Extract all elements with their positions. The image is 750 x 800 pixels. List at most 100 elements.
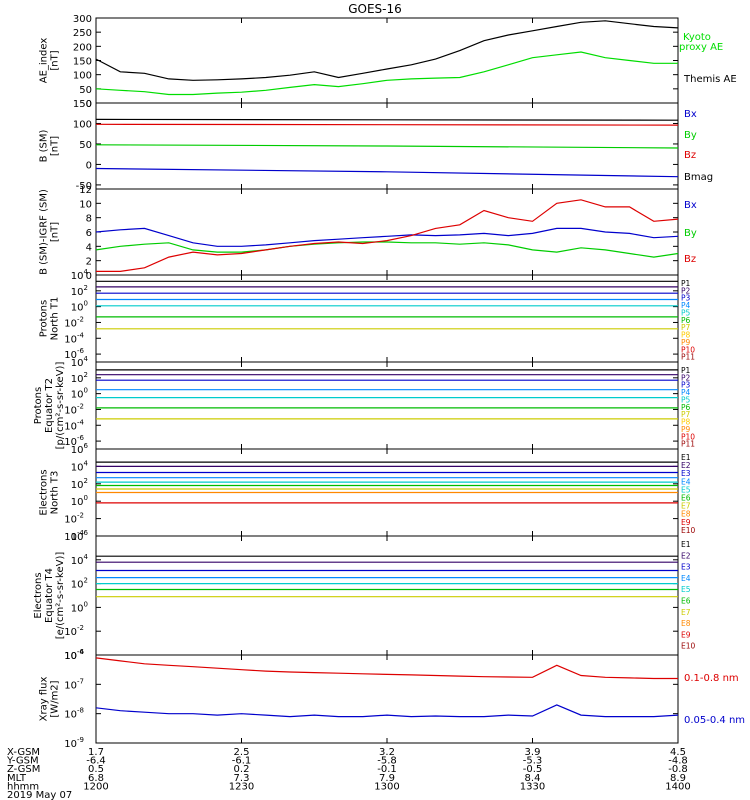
y-tick-label: 104: [71, 459, 89, 473]
legend-entry: Bx: [684, 200, 697, 211]
legend-entry: P2: [681, 373, 691, 382]
x-row-value: -0.8: [668, 764, 688, 775]
y-tick-label: 100: [73, 71, 92, 82]
x-row-value: 7.9: [379, 773, 395, 784]
legend-entry: Bz: [684, 254, 696, 265]
y-axis-label: [nT]: [50, 136, 61, 156]
y-tick-label: 102: [71, 371, 88, 385]
y-tick-label: 100: [71, 494, 88, 508]
x-row-label: hhmm: [7, 781, 39, 792]
x-row-value: 1330: [520, 781, 545, 792]
y-tick-label: 0: [86, 99, 92, 110]
panel-frame: [95, 188, 679, 276]
legend-entry: E1: [681, 540, 691, 549]
y-axis-label: B (SM): [39, 129, 50, 162]
y-tick-label: -50: [76, 181, 92, 192]
y-tick-label: 10-9: [64, 736, 84, 750]
x-row-value: 1230: [229, 781, 254, 792]
series-line-Bmag: [95, 118, 679, 121]
legend-entry: E1: [681, 453, 691, 462]
legend-entry: E9: [681, 518, 691, 527]
series-line-By: [95, 241, 679, 258]
x-row-value: 6.8: [88, 773, 104, 784]
legend-entry: P4: [681, 301, 691, 310]
y-axis-label: North T3: [50, 471, 61, 515]
legend-entry: P7: [681, 410, 691, 419]
series-line-Bz: [95, 123, 679, 126]
y-tick-label: 150: [73, 57, 92, 68]
y-tick-label: 10-2: [64, 402, 84, 416]
legend-entry: 0.05-0.4 nm: [684, 715, 745, 726]
legend-entry: E7: [681, 502, 691, 511]
legend-entry: E10: [681, 642, 696, 651]
legend-entry: P8: [681, 418, 691, 427]
series-line-0.1-0.8-nm: [95, 657, 678, 680]
legend-entry: Kyoto: [683, 32, 711, 43]
legend-entry: P3: [681, 294, 691, 303]
y-tick-label: 10-2: [64, 315, 84, 329]
x-row-value: 1.7: [88, 747, 104, 758]
y-tick-label: 10-4: [64, 331, 84, 345]
y-axis-label: B (SM)-IGRF (SM): [39, 189, 50, 275]
series-line-Bx: [95, 167, 679, 178]
x-row-value: -5.3: [523, 756, 543, 767]
y-tick-label: 102: [71, 577, 88, 591]
legend-entry: E2: [681, 551, 691, 560]
y-tick-label: 250: [73, 28, 92, 39]
x-row-value: 1200: [83, 781, 108, 792]
y-tick-label: 300: [73, 14, 92, 25]
series-line-0.05-0.4-nm: [95, 704, 679, 718]
y-tick-label: 102: [71, 284, 88, 298]
legend-entry: E9: [681, 630, 691, 639]
x-row-value: -6.1: [232, 756, 252, 767]
panel-frame: [95, 654, 679, 744]
y-axis-label: Electrons: [33, 572, 44, 618]
y-tick-label: 10-2: [64, 624, 84, 638]
legend-entry: P1: [681, 279, 691, 288]
y-tick-label: 10-8: [64, 707, 84, 721]
x-row-value: 3.2: [379, 747, 395, 758]
x-row-value: -0.5: [523, 764, 543, 775]
legend-entry: Bx: [684, 109, 697, 120]
y-tick-label: 10: [79, 199, 92, 210]
y-axis-label: Protons: [39, 300, 50, 337]
x-row-label: Z-GSM: [7, 764, 40, 775]
y-tick-label: 50: [79, 85, 92, 96]
y-tick-label: 10-6: [64, 648, 84, 662]
legend-entry: E3: [681, 469, 691, 478]
legend-entry: E3: [681, 563, 691, 572]
legend-entry: E6: [681, 494, 691, 503]
legend-entry: P10: [681, 345, 695, 354]
y-axis-label: [nT]: [50, 50, 61, 70]
panel-2: -50 0 50 100 150 B (SM) [nT] Bx By Bz Bmag: [39, 99, 714, 192]
legend-entry: E2: [681, 461, 691, 470]
legend-entry: P9: [681, 338, 691, 347]
legend-entry: Themis AE: [683, 74, 737, 85]
legend-entry: E4: [681, 477, 691, 486]
y-tick-label: 100: [71, 600, 88, 614]
y-tick-label: 8: [86, 214, 92, 225]
x-row-value: 7.3: [234, 773, 250, 784]
panel-1: 0 50 100 150 200 250 300 AE_index [nT] Kyotoproxy…: [39, 14, 737, 110]
y-axis-label: AE_index: [39, 38, 50, 84]
date-label: 2019 May 07: [7, 790, 72, 800]
x-row-value: 8.9: [670, 773, 686, 784]
series-line-Kyoto-proxy-AE: [95, 51, 678, 96]
series-line-By: [95, 144, 679, 149]
y-tick-label: 12: [79, 185, 92, 196]
series-line-Bz: [96, 199, 679, 272]
x-row-label: Y-GSM: [6, 756, 39, 767]
panel-8: 10-9 10-8 10-7 10-6 Xray flux [W/m2] 0.1-0.8 n…: [39, 648, 746, 750]
y-tick-label: 150: [73, 99, 92, 110]
series-line-Bx: [95, 227, 679, 247]
legend-entry: E6: [681, 597, 691, 606]
legend-entry: E5: [681, 585, 691, 594]
y-tick-label: 2: [86, 257, 92, 268]
legend-entry: P1: [681, 366, 691, 375]
legend-entry: P6: [681, 316, 691, 325]
legend-entry: P10: [681, 432, 695, 441]
legend-entry: P9: [681, 425, 691, 434]
